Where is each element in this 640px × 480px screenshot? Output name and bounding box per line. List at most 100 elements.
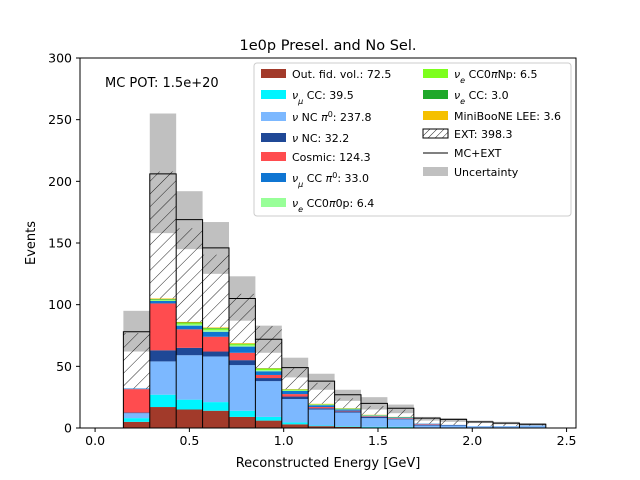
ext-hatched-bar — [334, 398, 362, 409]
stack-bar-series-1 — [123, 418, 150, 422]
ext-hatched-bar — [281, 368, 309, 390]
stack-bar-series-3 — [440, 424, 467, 426]
stack-bar-series-6 — [255, 370, 282, 372]
legend: Out. fid. vol.: 72.5 νμ CC: 39.5 ν NC π0: … — [253, 62, 572, 217]
stack-bar-series-0 — [308, 426, 335, 428]
legend-label: νe CC0π0p: 6.4 — [292, 197, 374, 214]
legend-swatch — [423, 111, 448, 120]
stack-bar-series-2 — [149, 361, 177, 395]
y-axis-label: Events — [24, 221, 39, 265]
y-tick-label: 200 — [48, 174, 72, 189]
legend-swatch — [261, 90, 286, 99]
stack-bar-series-0 — [334, 426, 362, 428]
legend-label: ν NC: 32.2 — [292, 132, 349, 145]
stack-bar-series-1 — [387, 426, 414, 428]
stack-bar-series-1 — [255, 416, 282, 421]
x-axis-label: Reconstructed Energy [GeV] — [236, 456, 421, 471]
x-tick-label: 1.0 — [274, 433, 294, 448]
ext-hatched-bar — [387, 409, 414, 417]
stack-bar-series-3 — [255, 378, 282, 382]
x-tick-label: 2.5 — [557, 433, 577, 448]
ext-hatched-bar — [176, 228, 203, 322]
legend-swatch-hatched — [422, 128, 449, 139]
stack-bar-series-7 — [176, 323, 203, 325]
x-axis: 0.0 0.5 1.0 1.5 2.0 2.5 — [85, 428, 577, 448]
stack-bar-series-3 — [413, 424, 441, 426]
chart-title: 1e0p Presel. and No Sel. — [240, 38, 417, 54]
stack-bar-series-2 — [123, 413, 150, 419]
stack-bar-series-2 — [466, 426, 494, 428]
stack-bar-series-4 — [202, 336, 229, 352]
stack-bar-series-3 — [281, 396, 309, 400]
stack-bar-series-3 — [149, 350, 177, 362]
stack-bar-series-4 — [334, 410, 362, 412]
stack-bar-series-1 — [334, 426, 362, 427]
legend-label: νe CC: 3.0 — [454, 89, 509, 106]
legend-label: ν NC π0: 237.8 — [292, 110, 371, 125]
stack-bar-series-3 — [308, 408, 335, 410]
stack-bar-series-5 — [387, 417, 414, 419]
ext-hatched-bar — [123, 333, 150, 389]
stack-bar-series-2 — [493, 426, 520, 428]
stack-bar-series-2 — [202, 356, 229, 403]
legend-swatch — [423, 69, 448, 78]
stack-bar-series-7 — [255, 368, 282, 371]
stack-bar-series-6 — [228, 345, 256, 347]
stack-bar-series-0 — [228, 416, 256, 428]
legend-swatch — [423, 167, 448, 176]
stack-bar-series-6 — [202, 329, 229, 332]
stack-bar-series-2 — [334, 412, 362, 427]
stack-bar-series-4 — [149, 303, 177, 351]
ext-hatched-bar — [519, 424, 546, 426]
ext-hatched-bar — [466, 422, 494, 427]
pot-annotation: MC POT: 1.5e+20 — [105, 76, 219, 91]
stack-bar-series-0 — [149, 407, 177, 428]
stack-bar-series-5 — [308, 405, 335, 408]
stack-bar-series-3 — [123, 412, 150, 414]
stack-bar-series-0 — [176, 409, 203, 428]
y-axis: 0 50 100 150 200 250 300 — [48, 51, 80, 436]
stack-bar-series-9 — [228, 343, 256, 344]
ext-hatched-bar — [493, 423, 520, 427]
stack-bar-series-0 — [202, 410, 229, 428]
stack-bar-series-1 — [228, 410, 256, 417]
stack-bar-series-3 — [228, 360, 256, 366]
x-tick-label: 0.0 — [85, 433, 105, 448]
stack-bar-series-3 — [387, 418, 414, 420]
stack-bar-series-1 — [149, 394, 177, 408]
stack-bar-series-6 — [176, 324, 203, 326]
stack-bar-series-8 — [149, 299, 177, 300]
stack-bar-series-4 — [387, 418, 414, 419]
stack-bar-series-5 — [255, 371, 282, 375]
stack-bar-series-0 — [281, 424, 309, 428]
stack-bar-series-4 — [176, 329, 203, 348]
stack-bar-series-5 — [281, 391, 309, 395]
legend-label: MiniBooNE LEE: 3.6 — [454, 110, 561, 123]
stack-bar-series-3 — [202, 351, 229, 357]
stack-bar-series-7 — [228, 344, 256, 346]
uncertainty-bar — [334, 389, 362, 401]
ext-hatched-bar — [228, 293, 256, 344]
stack-bar-series-2 — [308, 409, 335, 426]
stack-bar-series-8 — [176, 322, 203, 324]
stack-bar-series-2 — [519, 425, 546, 428]
stack-bar-series-1 — [176, 399, 203, 410]
stack-bar-series-9 — [176, 321, 203, 323]
legend-label: EXT: 398.3 — [454, 128, 513, 141]
legend-swatch — [261, 173, 286, 182]
plot-area — [95, 113, 547, 428]
stack-bar-series-5 — [202, 331, 229, 337]
legend-swatch — [261, 112, 286, 121]
stack-bar-series-9 — [202, 327, 229, 329]
legend-label: Uncertainty — [454, 166, 519, 179]
y-tick-label: 0 — [64, 421, 72, 436]
legend-swatch — [261, 198, 286, 207]
ext-hatched-bar — [149, 171, 177, 299]
stack-bar-series-2 — [413, 425, 441, 428]
stack-bar-series-4 — [308, 407, 335, 409]
ext-hatched-bar — [308, 382, 335, 404]
legend-label: Out. fid. vol.: 72.5 — [292, 68, 391, 81]
x-tick-label: 1.5 — [368, 433, 388, 448]
stack-bar-series-3 — [361, 416, 388, 419]
legend-label: νe CC0πNp: 6.5 — [454, 68, 537, 85]
